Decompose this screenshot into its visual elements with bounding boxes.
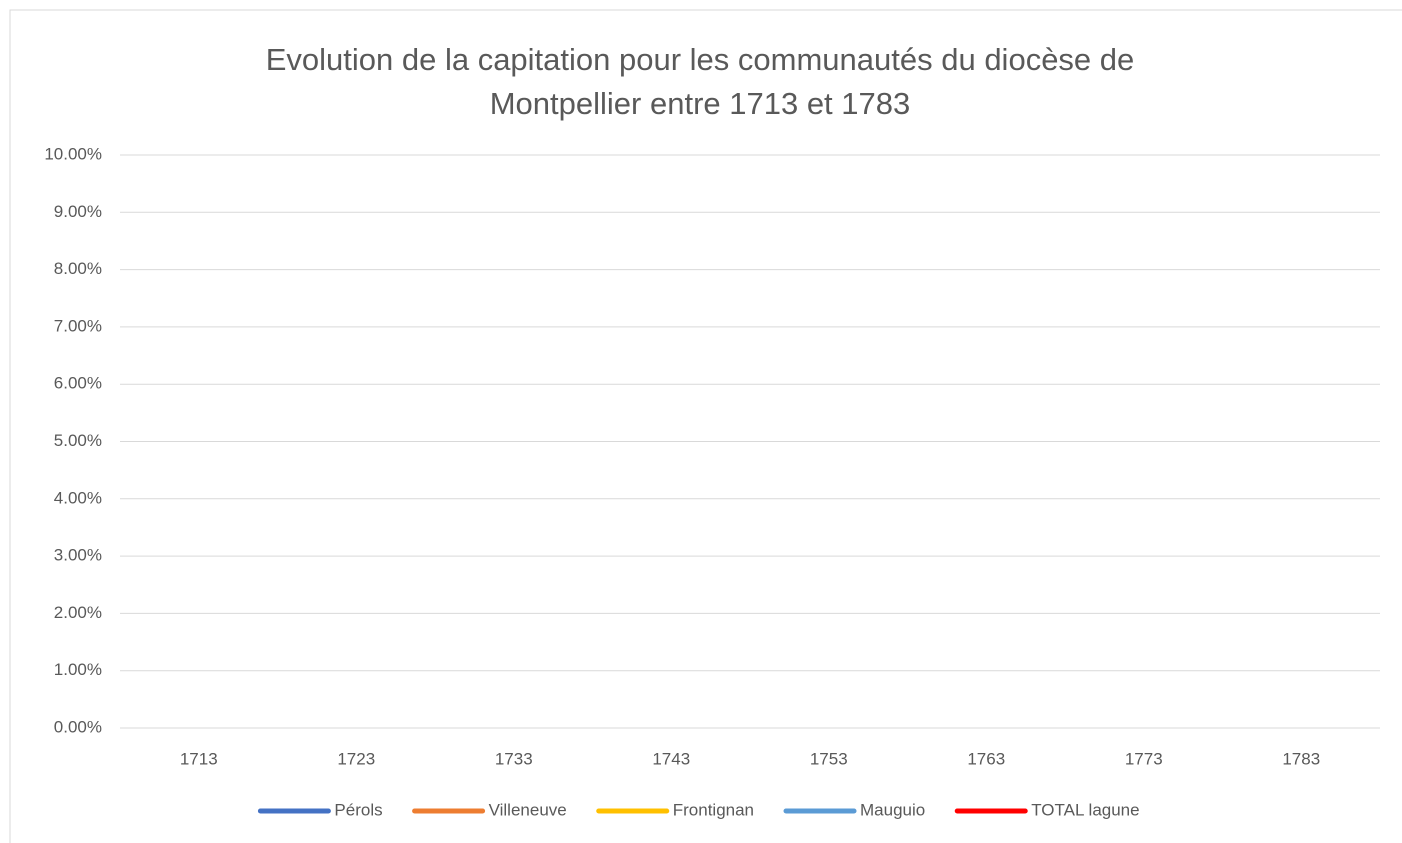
- y-tick-label: 2.00%: [54, 603, 102, 622]
- x-tick-label: 1783: [1282, 749, 1320, 768]
- y-tick-label: 3.00%: [54, 546, 102, 565]
- y-tick-label: 8.00%: [54, 259, 102, 278]
- legend-label: Villeneuve: [489, 800, 567, 819]
- x-tick-label: 1733: [495, 749, 533, 768]
- legend-label: Frontignan: [673, 800, 754, 819]
- y-tick-label: 9.00%: [54, 202, 102, 221]
- legend-label: TOTAL lagune: [1031, 800, 1139, 819]
- chart-title: Evolution de la capitation pour les comm…: [265, 42, 1135, 121]
- y-tick-label: 10.00%: [44, 144, 102, 163]
- legend-label: Mauguio: [860, 800, 925, 819]
- y-tick-label: 7.00%: [54, 316, 102, 335]
- x-tick-label: 1773: [1125, 749, 1163, 768]
- y-tick-label: 1.00%: [54, 660, 102, 679]
- legend-label: Pérols: [334, 800, 382, 819]
- y-tick-label: 6.00%: [54, 374, 102, 393]
- x-tick-label: 1713: [180, 749, 218, 768]
- x-tick-label: 1763: [967, 749, 1005, 768]
- x-tick-label: 1743: [652, 749, 690, 768]
- y-tick-label: 4.00%: [54, 488, 102, 507]
- y-tick-label: 0.00%: [54, 717, 102, 736]
- x-tick-label: 1753: [810, 749, 848, 768]
- y-tick-label: 5.00%: [54, 431, 102, 450]
- x-tick-label: 1723: [337, 749, 375, 768]
- chart-border: [9, 9, 1402, 843]
